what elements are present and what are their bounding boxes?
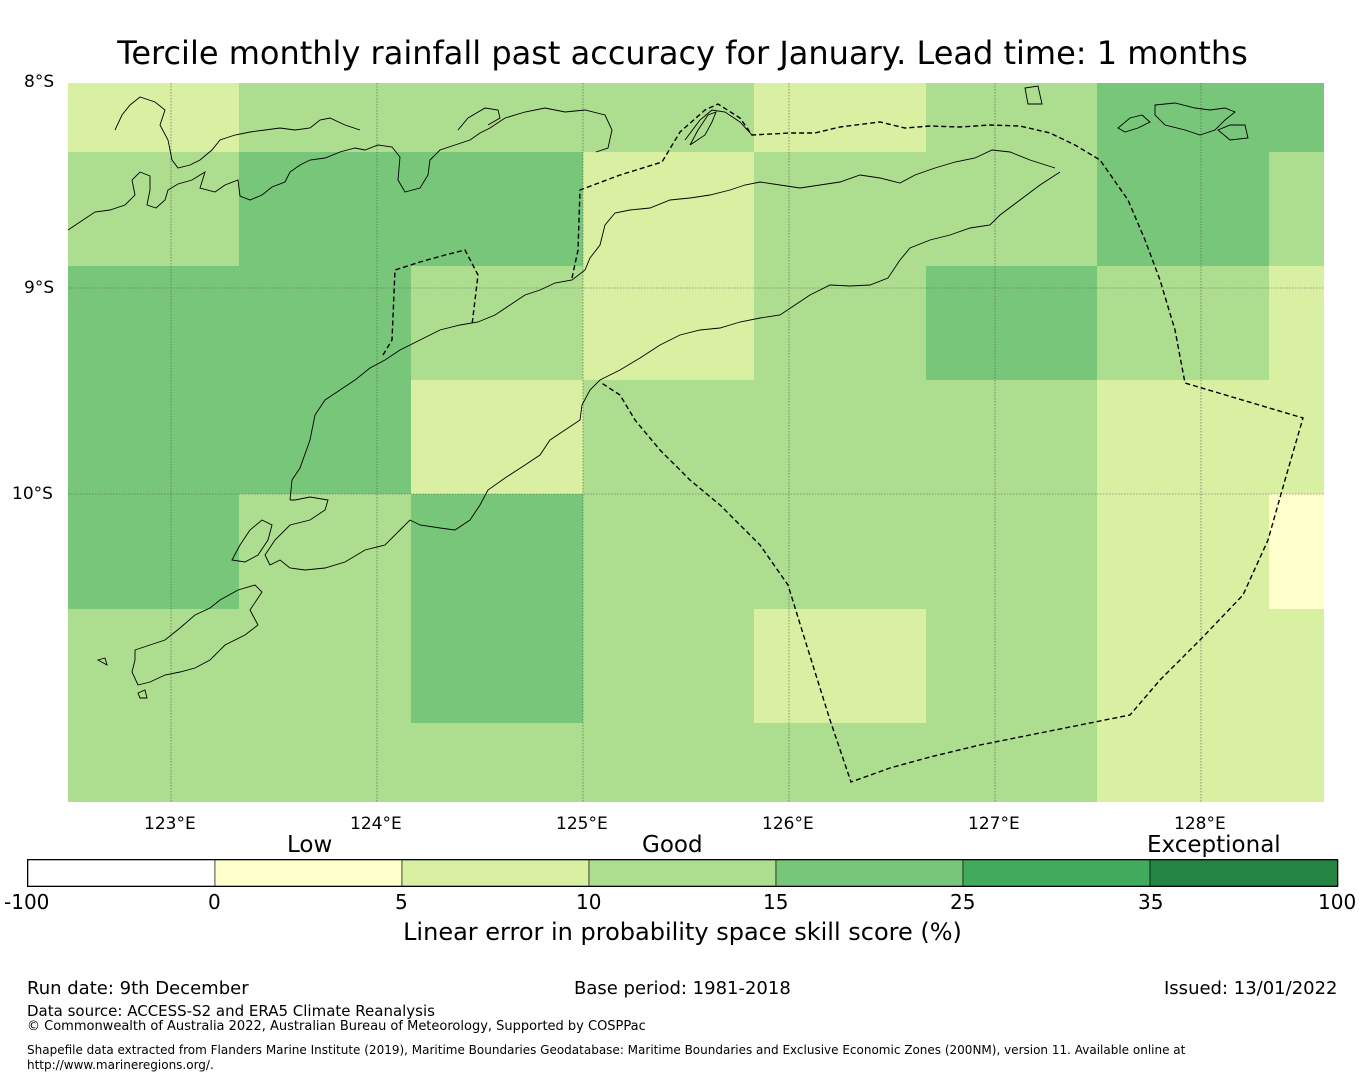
- grid-cell: [68, 609, 239, 723]
- grid-cell: [411, 152, 583, 266]
- shapefile-url: http://www.marineregions.org/.: [27, 1058, 214, 1072]
- issued-date: Issued: 13/01/2022: [1164, 978, 1338, 999]
- grid-cell: [411, 83, 583, 152]
- grid-cell: [68, 83, 239, 152]
- grid-cell: [926, 609, 1097, 723]
- copyright: © Commonwealth of Australia 2022, Austra…: [27, 1019, 646, 1034]
- grid-cell: [926, 494, 1097, 609]
- grid-cell: [754, 494, 926, 609]
- grid-cell: [68, 494, 239, 609]
- grid-cell: [926, 152, 1097, 266]
- grid-cell: [583, 494, 754, 609]
- grid-cell: [926, 723, 1097, 802]
- grid-cell: [1269, 83, 1324, 152]
- grid-cell: [1097, 609, 1269, 723]
- grid-cell: [68, 380, 239, 494]
- grid-cell: [583, 266, 754, 380]
- grid-cell: [68, 266, 239, 380]
- lon-label-126e: 126°E: [762, 814, 814, 834]
- grid-cell: [754, 266, 926, 380]
- grid-cell: [411, 609, 583, 723]
- grid-cell: [754, 609, 926, 723]
- grid-cell: [754, 380, 926, 494]
- grid-cell: [1269, 494, 1324, 609]
- grid-cell: [411, 266, 583, 380]
- lon-label-127e: 127°E: [968, 814, 1020, 834]
- grid-cell: [1097, 723, 1269, 802]
- cb-tick-0: 0: [208, 890, 221, 914]
- grid-cell: [239, 494, 411, 609]
- lon-label-128e: 128°E: [1174, 814, 1226, 834]
- grid-cell: [68, 152, 239, 266]
- cb-tick-25: 25: [950, 890, 976, 914]
- grid-cell: [411, 723, 583, 802]
- grid-cell: [583, 723, 754, 802]
- data-source: Data source: ACCESS-S2 and ERA5 Climate …: [27, 1002, 435, 1020]
- grid-cell: [754, 152, 926, 266]
- band-good: Good: [642, 832, 703, 858]
- cb-tick-35: 35: [1138, 890, 1164, 914]
- skill-grid: [68, 83, 1324, 802]
- grid-cell: [583, 83, 754, 152]
- grid-cell: [239, 152, 411, 266]
- base-period: Base period: 1981-2018: [574, 978, 791, 999]
- grid-cell: [239, 723, 411, 802]
- grid-cell: [1269, 380, 1324, 494]
- cb-tick-5: 5: [395, 890, 408, 914]
- grid-cell: [1269, 609, 1324, 723]
- grid-cell: [411, 494, 583, 609]
- grid-cell: [1269, 723, 1324, 802]
- lat-label-8s: 8°S: [24, 72, 55, 92]
- cb-tick-neg100: -100: [4, 890, 50, 914]
- cb-tick-10: 10: [576, 890, 602, 914]
- grid-cell: [239, 609, 411, 723]
- page-title: Tercile monthly rainfall past accuracy f…: [117, 34, 1248, 72]
- grid-cell: [583, 609, 754, 723]
- grid-cell: [1097, 494, 1269, 609]
- grid-cell: [754, 83, 926, 152]
- colorbar-label: Linear error in probability space skill …: [403, 918, 962, 946]
- run-date: Run date: 9th December: [27, 978, 249, 999]
- grid-cell: [926, 266, 1097, 380]
- grid-cell: [1097, 83, 1269, 152]
- grid-cell: [1269, 152, 1324, 266]
- grid-cell: [239, 266, 411, 380]
- cb-tick-100: 100: [1318, 890, 1357, 914]
- band-exceptional: Exceptional: [1147, 832, 1281, 858]
- grid-cell: [754, 723, 926, 802]
- band-low: Low: [287, 832, 333, 858]
- graticule: [68, 83, 1324, 802]
- grid-cell: [1097, 380, 1269, 494]
- grid-cell: [583, 380, 754, 494]
- grid-cell: [583, 152, 754, 266]
- eez-boundary: [382, 103, 1304, 783]
- grid-cell: [411, 380, 583, 494]
- cb-tick-15: 15: [763, 890, 789, 914]
- grid-cell: [239, 83, 411, 152]
- grid-cell: [926, 83, 1097, 152]
- lon-label-123e: 123°E: [144, 814, 196, 834]
- grid-cell: [68, 723, 239, 802]
- grid-cell: [239, 380, 411, 494]
- lat-label-9s: 9°S: [24, 278, 55, 298]
- lon-label-125e: 125°E: [556, 814, 608, 834]
- lat-label-10s: 10°S: [12, 484, 53, 504]
- grid-cell: [1269, 266, 1324, 380]
- lon-label-124e: 124°E: [350, 814, 402, 834]
- grid-cell: [1097, 266, 1269, 380]
- coastline: [67, 85, 1249, 699]
- grid-cell: [926, 380, 1097, 494]
- shapefile-credit: Shapefile data extracted from Flanders M…: [27, 1043, 1186, 1057]
- grid-cell: [1097, 152, 1269, 266]
